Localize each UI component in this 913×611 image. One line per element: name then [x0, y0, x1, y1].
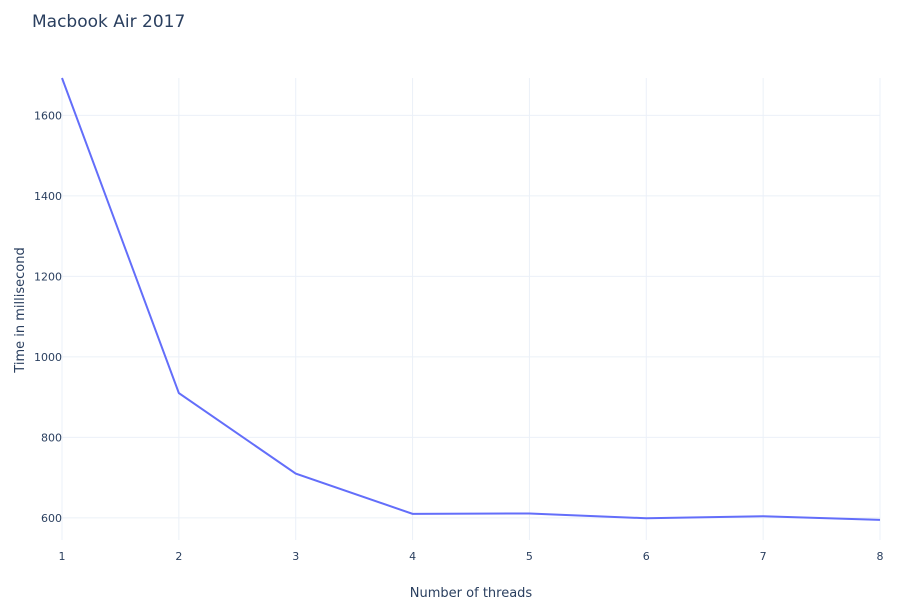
series-layer: [61, 77, 881, 521]
y-tick-label: 1200: [34, 270, 62, 283]
x-tick-label: 6: [643, 550, 650, 563]
x-tick-label: 1: [59, 550, 66, 563]
x-tick-label: 4: [409, 550, 416, 563]
y-tick-label: 800: [41, 431, 62, 444]
y-tick-label: 600: [41, 512, 62, 525]
y-tick-label: 1400: [34, 190, 62, 203]
x-tick-label: 2: [175, 550, 182, 563]
x-tick-labels: 1 2 3 4 5 6 7 8: [59, 550, 884, 563]
y-tick-labels: 600 800 1000 1200 1400 1600: [34, 109, 62, 524]
y-tick-label: 1600: [34, 109, 62, 122]
series-line: [61, 77, 881, 521]
grid-layer: [61, 78, 881, 540]
x-tick-label: 5: [526, 550, 533, 563]
x-tick-label: 3: [292, 550, 299, 563]
y-axis-title: Time in millisecond: [13, 247, 28, 373]
y-tick-label: 1000: [34, 351, 62, 364]
chart-title: Macbook Air 2017: [32, 12, 185, 32]
x-axis-title: Number of threads: [410, 586, 533, 601]
x-tick-label: 8: [877, 550, 884, 563]
x-tick-label: 7: [760, 550, 767, 563]
